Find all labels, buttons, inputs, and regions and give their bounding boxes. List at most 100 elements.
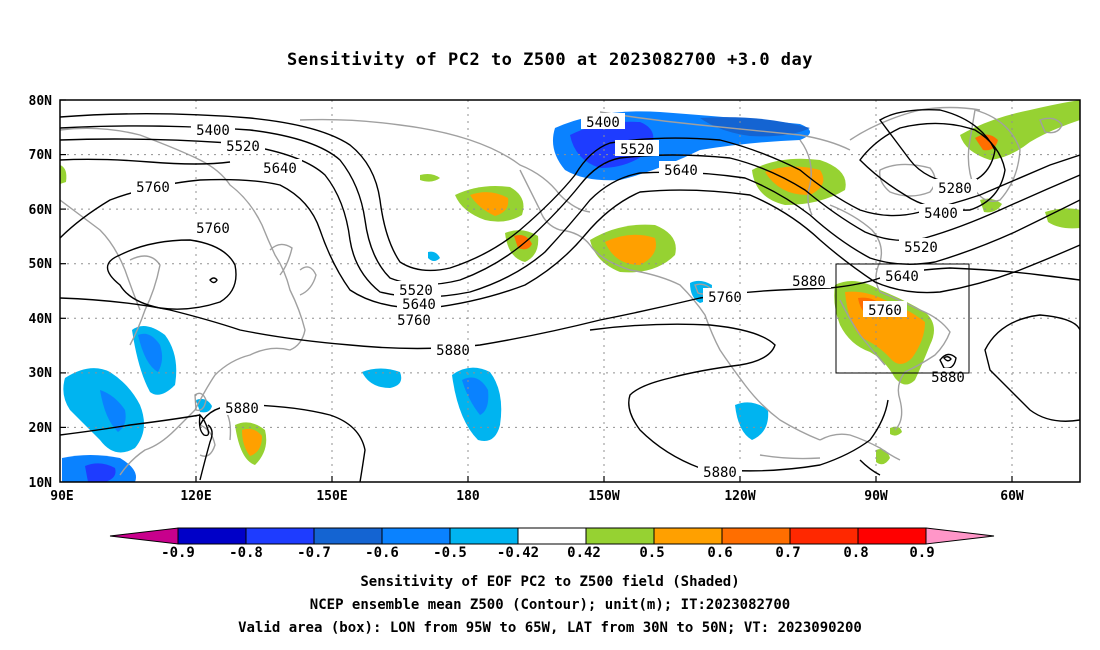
colorbar-segment: [313, 527, 383, 545]
caption-valid-area: Valid area (box): LON from 95W to 65W, L…: [238, 620, 862, 636]
colorbar-segment: [517, 527, 587, 545]
caption-contour: NCEP ensemble mean Z500 (Contour); unit(…: [309, 597, 791, 613]
contour-label: 5880: [431, 341, 475, 359]
negative-patch-india-core: [85, 463, 116, 482]
colorbar-label: 0.8: [843, 545, 868, 561]
svg-text:5640: 5640: [263, 161, 297, 177]
lon-label: 60W: [1000, 489, 1024, 504]
contour-label: 5760: [191, 219, 235, 237]
contour-label: 5280: [933, 179, 977, 197]
svg-text:5880: 5880: [931, 370, 965, 386]
contour-label: 5760: [863, 301, 907, 319]
colorbar-segment: [381, 527, 451, 545]
positive-patch-florida: [890, 426, 902, 436]
svg-text:5760: 5760: [868, 303, 902, 319]
colorbar-label: -0.7: [297, 545, 331, 561]
colorbar-label: 0.5: [639, 545, 664, 561]
colorbar-segment: [857, 527, 927, 545]
lat-label: 10N: [29, 476, 53, 491]
colorbar-segment: [245, 527, 315, 545]
positive-patch-gulf-core: [514, 235, 532, 250]
svg-text:5280: 5280: [938, 181, 972, 197]
colorbar-label: 0.9: [909, 545, 934, 561]
colorbar-segment: [177, 527, 247, 545]
colorbar-labels: -0.9 -0.8 -0.7 -0.6 -0.5 -0.42 0.42 0.5 …: [161, 545, 935, 561]
colorbar-label: -0.8: [229, 545, 263, 561]
lat-label: 30N: [29, 366, 53, 381]
contour-label: 5760: [392, 311, 436, 329]
colorbar-label: -0.5: [433, 545, 467, 561]
contour-label: 5880: [698, 463, 742, 481]
contour-label: 5760: [703, 288, 747, 306]
longitude-labels: 90E 120E 150E 180 150W 120W 90W 60W: [50, 489, 1024, 504]
contour-labels: 5400 5520 5640 5760 5760 5520 5640 5760 …: [131, 113, 977, 481]
lon-label: 120W: [724, 489, 755, 504]
negative-patch-sea: [63, 368, 145, 453]
positive-patch-nw-canada-core: [605, 234, 656, 265]
colorbar-min-triangle: [109, 527, 179, 545]
coastlines: [60, 106, 1063, 476]
caption-shading: Sensitivity of EOF PC2 to Z500 field (Sh…: [360, 574, 740, 590]
lat-label: 70N: [29, 148, 53, 163]
svg-text:5640: 5640: [885, 269, 919, 285]
svg-text:5640: 5640: [402, 297, 436, 313]
colorbar-label: 0.42: [567, 545, 601, 561]
contour-label: 5640: [258, 159, 302, 177]
svg-text:5880: 5880: [225, 401, 259, 417]
colorbar-max-triangle: [925, 527, 995, 545]
colorbar-label: 0.7: [775, 545, 800, 561]
svg-text:5640: 5640: [664, 163, 698, 179]
colorbar: [109, 527, 995, 545]
svg-text:5760: 5760: [397, 313, 431, 329]
svg-text:5520: 5520: [226, 139, 260, 155]
svg-text:5400: 5400: [586, 115, 620, 131]
positive-patch-philippine-sea-core: [242, 428, 262, 456]
contour-label: 5640: [659, 161, 703, 179]
colorbar-segment: [653, 527, 723, 545]
svg-text:5760: 5760: [196, 221, 230, 237]
svg-text:5520: 5520: [620, 142, 654, 158]
lon-label: 180: [456, 489, 480, 504]
svg-text:5520: 5520: [904, 240, 938, 256]
colorbar-label: -0.42: [497, 545, 539, 561]
colorbar-label: -0.9: [161, 545, 195, 561]
svg-text:5880: 5880: [436, 343, 470, 359]
colorbar-label: -0.6: [365, 545, 399, 561]
positive-patch-alaska-small: [420, 174, 440, 182]
map-title: Sensitivity of PC2 to Z500 at 2023082700…: [286, 50, 813, 70]
contour-label: 5400: [919, 204, 963, 222]
negative-patch-central: [362, 368, 402, 388]
negative-patch-arctic-edge: [700, 117, 810, 137]
positive-patch-west-edge: [60, 165, 67, 184]
lon-label: 150W: [588, 489, 619, 504]
colorbar-segment: [585, 527, 655, 545]
svg-text:5880: 5880: [792, 274, 826, 290]
svg-text:5400: 5400: [196, 123, 230, 139]
negative-patch-sea-core: [100, 390, 126, 432]
negative-patch-small: [428, 251, 440, 261]
contour-label: 5520: [899, 238, 943, 256]
map-frame: [59, 99, 1081, 483]
svg-text:5760: 5760: [136, 180, 170, 196]
svg-text:5760: 5760: [708, 290, 742, 306]
lat-label: 50N: [29, 257, 53, 272]
contour-label: 5640: [880, 267, 924, 285]
contour-label: 5880: [926, 368, 970, 386]
contour-label: 5880: [220, 399, 264, 417]
negative-patch-pacific-core: [462, 377, 489, 415]
negative-patch-mexico: [735, 402, 769, 440]
valid-area-box: [835, 263, 970, 374]
lon-label: 90W: [864, 489, 888, 504]
contour-label: 5760: [131, 178, 175, 196]
svg-text:5880: 5880: [703, 465, 737, 481]
lon-label: 120E: [180, 489, 211, 504]
colorbar-segment: [449, 527, 519, 545]
positive-patch-bering-core: [470, 192, 509, 216]
lat-label: 20N: [29, 421, 53, 436]
positive-patch-caribbean: [876, 449, 890, 465]
contour-label: 5880: [787, 272, 831, 290]
contour-label: 5520: [221, 137, 265, 155]
lon-label: 90E: [50, 489, 73, 504]
sensitivity-shading: [60, 100, 1080, 482]
